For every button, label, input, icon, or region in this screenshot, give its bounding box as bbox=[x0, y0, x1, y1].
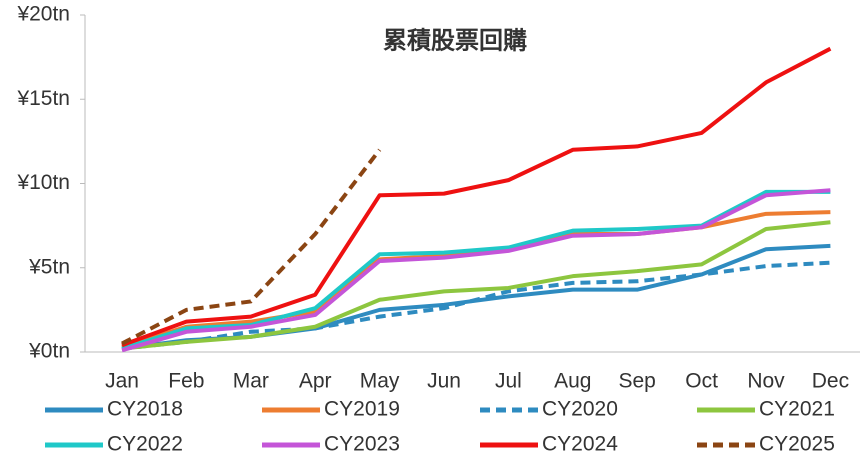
legend-label: CY2023 bbox=[324, 433, 400, 456]
x-tick-label: Apr bbox=[299, 370, 332, 393]
legend-label: CY2020 bbox=[542, 398, 618, 421]
legend-label: CY2021 bbox=[759, 398, 835, 421]
y-tick-label: ¥20tn bbox=[16, 3, 70, 26]
series-line bbox=[121, 46, 832, 348]
series-line bbox=[121, 188, 831, 353]
x-tick-label: Nov bbox=[747, 370, 785, 393]
y-tick-label: ¥15tn bbox=[16, 87, 70, 110]
legend-label: CY2025 bbox=[759, 433, 835, 456]
legend-label: CY2024 bbox=[542, 433, 618, 456]
x-tick-label: May bbox=[360, 370, 400, 393]
x-tick-label: Jul bbox=[495, 370, 522, 393]
legend-label: CY2019 bbox=[324, 398, 400, 421]
x-tick-label: Feb bbox=[168, 370, 204, 393]
legend-label: CY2018 bbox=[107, 398, 183, 421]
y-tick-label: ¥5tn bbox=[28, 255, 70, 278]
x-tick-label: Oct bbox=[685, 370, 718, 393]
chart-title: 累積股票回購 bbox=[383, 27, 527, 54]
x-tick-label: Jun bbox=[427, 370, 461, 393]
x-tick-label: Aug bbox=[554, 370, 591, 393]
y-tick-label: ¥10tn bbox=[16, 171, 70, 194]
x-tick-label: Mar bbox=[233, 370, 269, 393]
y-tick-label: ¥0tn bbox=[28, 340, 70, 363]
x-tick-label: Jan bbox=[105, 370, 139, 393]
series-line bbox=[121, 243, 831, 351]
series-line bbox=[121, 148, 382, 346]
legend-label: CY2022 bbox=[107, 433, 183, 456]
x-tick-label: Dec bbox=[812, 370, 849, 393]
series-line bbox=[121, 220, 831, 351]
x-tick-label: Sep bbox=[619, 370, 656, 393]
series-line bbox=[121, 260, 831, 351]
